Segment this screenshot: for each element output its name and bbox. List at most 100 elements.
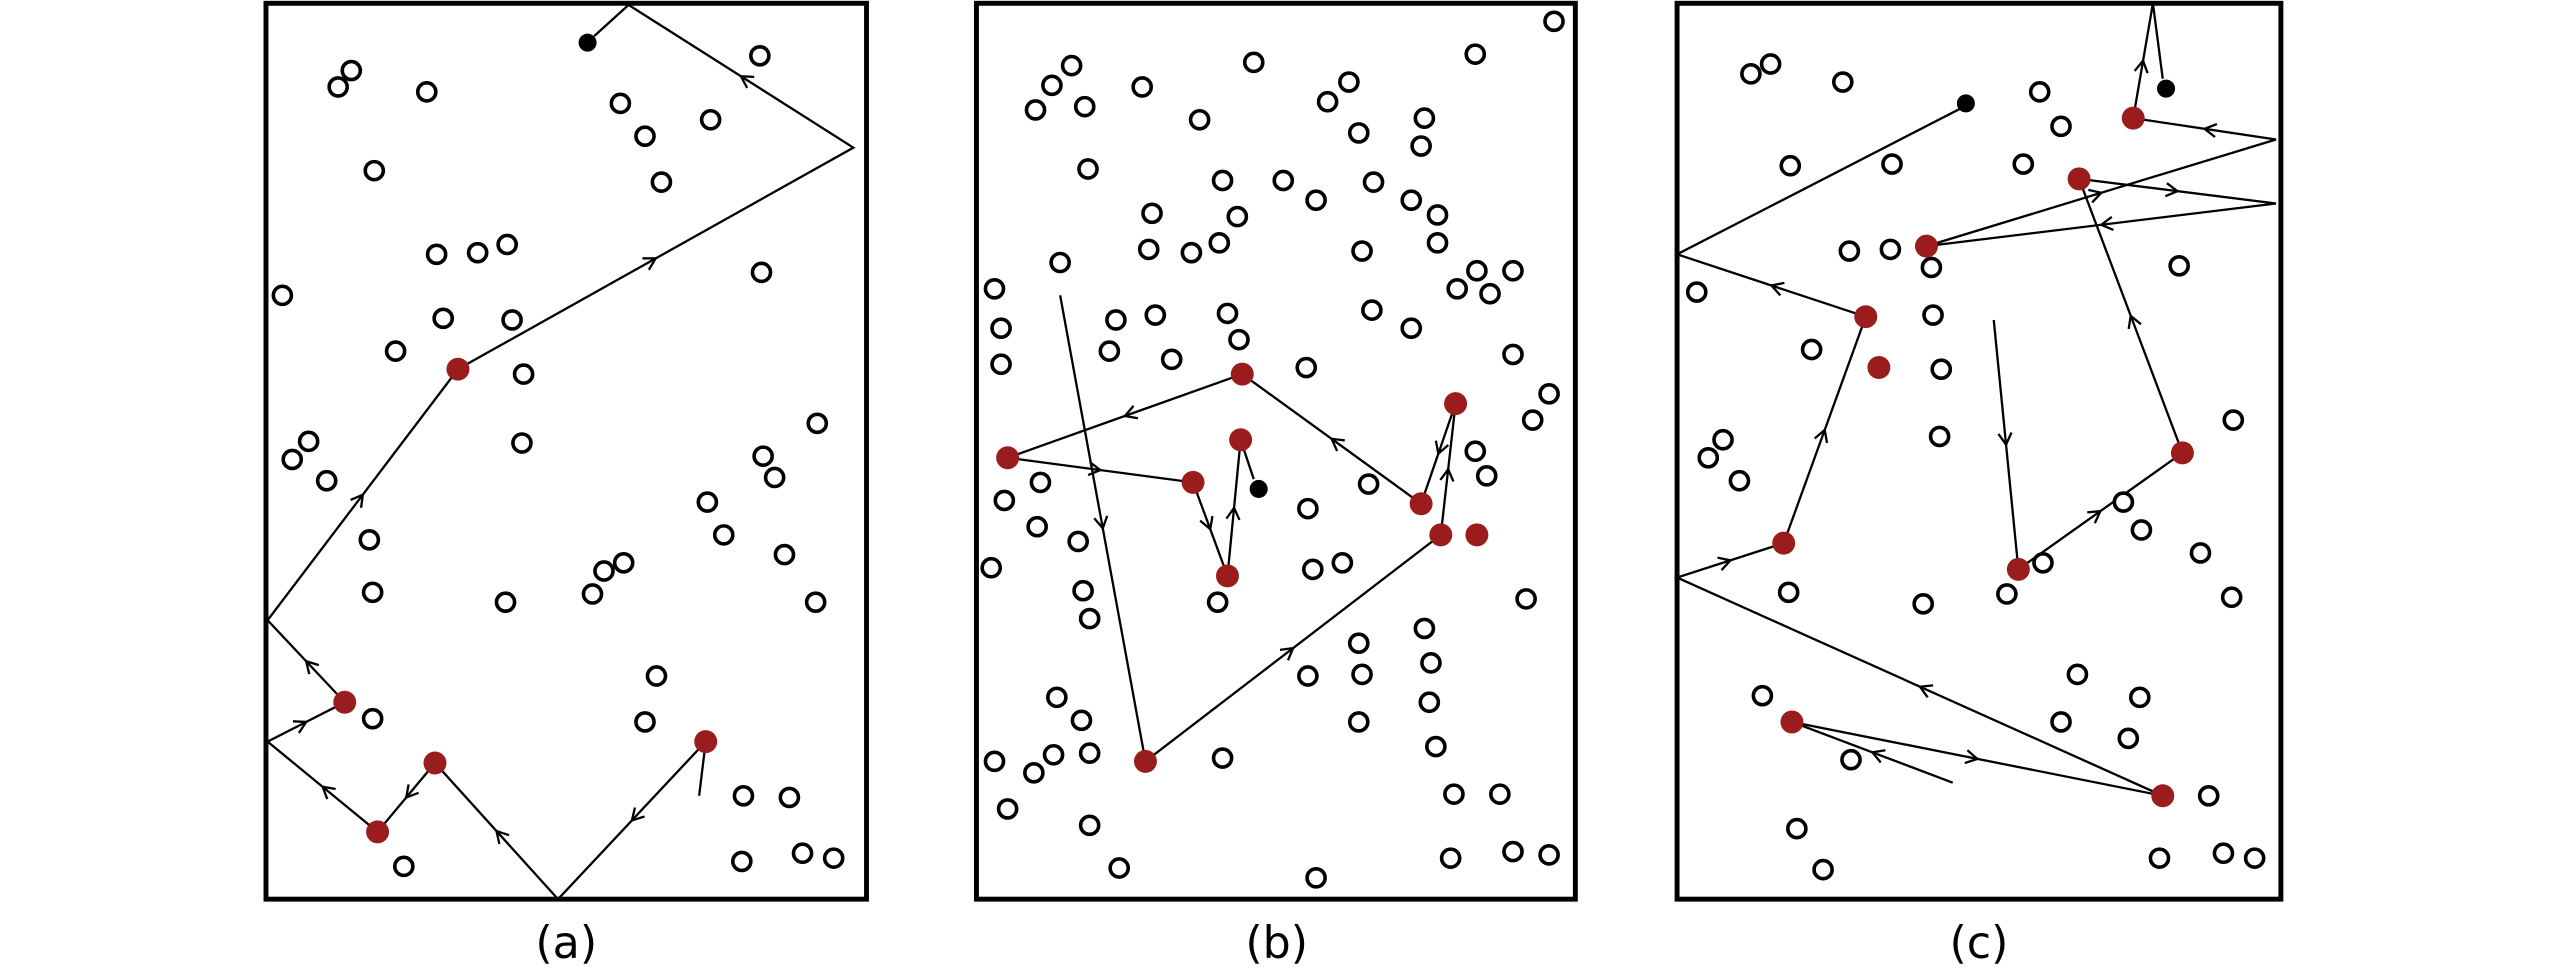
molecule: [1502, 259, 1524, 282]
arrow-head: [1093, 515, 1109, 531]
molecule: [1208, 232, 1231, 254]
arrow-head: [1997, 432, 2013, 447]
molecule: [501, 309, 523, 331]
panel-label: (b): [1245, 918, 1308, 969]
hit-molecule: [1914, 234, 1938, 258]
arrow-head: [1439, 466, 1455, 482]
molecule: [1538, 382, 1560, 405]
molecule: [1777, 581, 1800, 604]
arrow-head: [1434, 440, 1450, 456]
molecule: [778, 786, 801, 809]
molecule: [983, 277, 1006, 300]
molecule: [645, 665, 668, 687]
molecule: [1812, 858, 1834, 881]
panel-label: (a): [535, 918, 597, 969]
particle: [1249, 479, 1268, 498]
molecule: [1049, 251, 1071, 274]
molecule: [1108, 857, 1131, 879]
molecule: [315, 469, 338, 492]
hit-molecule: [1409, 492, 1433, 516]
arrow-head: [2127, 313, 2142, 330]
panel-frame: [973, 0, 1578, 902]
molecule: [750, 261, 773, 284]
molecule: [1361, 299, 1383, 321]
molecule: [1538, 844, 1560, 866]
hit-molecule: [1780, 710, 1804, 734]
particle: [578, 33, 597, 52]
molecule: [511, 432, 533, 454]
arrow-head: [320, 785, 336, 800]
molecule: [1838, 240, 1861, 262]
molecule: [1362, 171, 1385, 193]
arrow-head: [1087, 461, 1103, 477]
molecule: [2117, 727, 2140, 750]
hit-molecule: [1216, 564, 1239, 588]
arrow-head: [2164, 182, 2180, 198]
molecule: [1502, 840, 1524, 863]
molecule: [612, 551, 635, 574]
molecule: [466, 241, 489, 264]
arrow-head: [1870, 749, 1886, 764]
molecule: [990, 317, 1012, 339]
molecule: [494, 591, 517, 614]
molecule: [281, 448, 304, 471]
molecule: [271, 284, 294, 307]
molecule: [1357, 473, 1380, 495]
molecule: [752, 445, 774, 467]
molecule: [732, 784, 755, 807]
hit-molecule: [694, 730, 718, 754]
hit-molecule: [2121, 106, 2145, 130]
arrow-head: [1964, 749, 1980, 765]
molecule: [1922, 304, 1944, 326]
molecule: [1046, 686, 1068, 709]
molecule: [361, 581, 384, 604]
molecule: [2066, 663, 2089, 686]
molecule: [1072, 579, 1094, 602]
hit-molecule: [2006, 557, 2030, 581]
arrow-head: [642, 257, 658, 271]
molecule: [2148, 847, 2171, 869]
molecule: [392, 855, 415, 878]
molecule: [1418, 691, 1441, 714]
molecule: [340, 59, 363, 82]
arrow-head: [1717, 556, 1733, 571]
molecule: [1347, 122, 1370, 144]
molecule: [2050, 711, 2072, 733]
molecule: [2112, 491, 2135, 513]
molecule: [1029, 471, 1052, 494]
molecule: [1351, 240, 1373, 262]
molecule: [1464, 43, 1487, 65]
molecule: [1685, 281, 1708, 303]
molecule: [415, 81, 438, 103]
molecule: [593, 560, 615, 582]
hit-molecule: [366, 820, 390, 844]
arrow-head: [2202, 122, 2218, 138]
molecule: [1060, 54, 1083, 77]
molecule: [1067, 530, 1090, 553]
molecule: [1464, 440, 1487, 463]
molecule: [1786, 817, 1808, 840]
trajectory: [1673, 107, 2164, 797]
molecule: [1400, 317, 1423, 339]
molecule: [650, 171, 673, 193]
panel-frame: [263, 0, 869, 902]
arrow-head: [1813, 427, 1829, 444]
molecule: [990, 353, 1012, 376]
arrow-head: [350, 492, 365, 508]
molecule: [1305, 867, 1327, 889]
molecule: [1413, 107, 1436, 129]
molecule: [1295, 356, 1318, 379]
hit-molecule: [2170, 441, 2194, 465]
molecule: [804, 591, 827, 614]
molecule: [1439, 847, 1462, 869]
molecule: [634, 711, 656, 733]
hit-molecule: [423, 751, 447, 775]
molecule: [1489, 783, 1511, 805]
molecule: [1211, 169, 1234, 192]
molecule: [1347, 711, 1370, 733]
molecule: [806, 412, 829, 435]
molecule: [2168, 254, 2190, 277]
hit-molecule: [2067, 167, 2091, 191]
molecule: [1023, 761, 1045, 784]
molecule: [1831, 71, 1854, 93]
